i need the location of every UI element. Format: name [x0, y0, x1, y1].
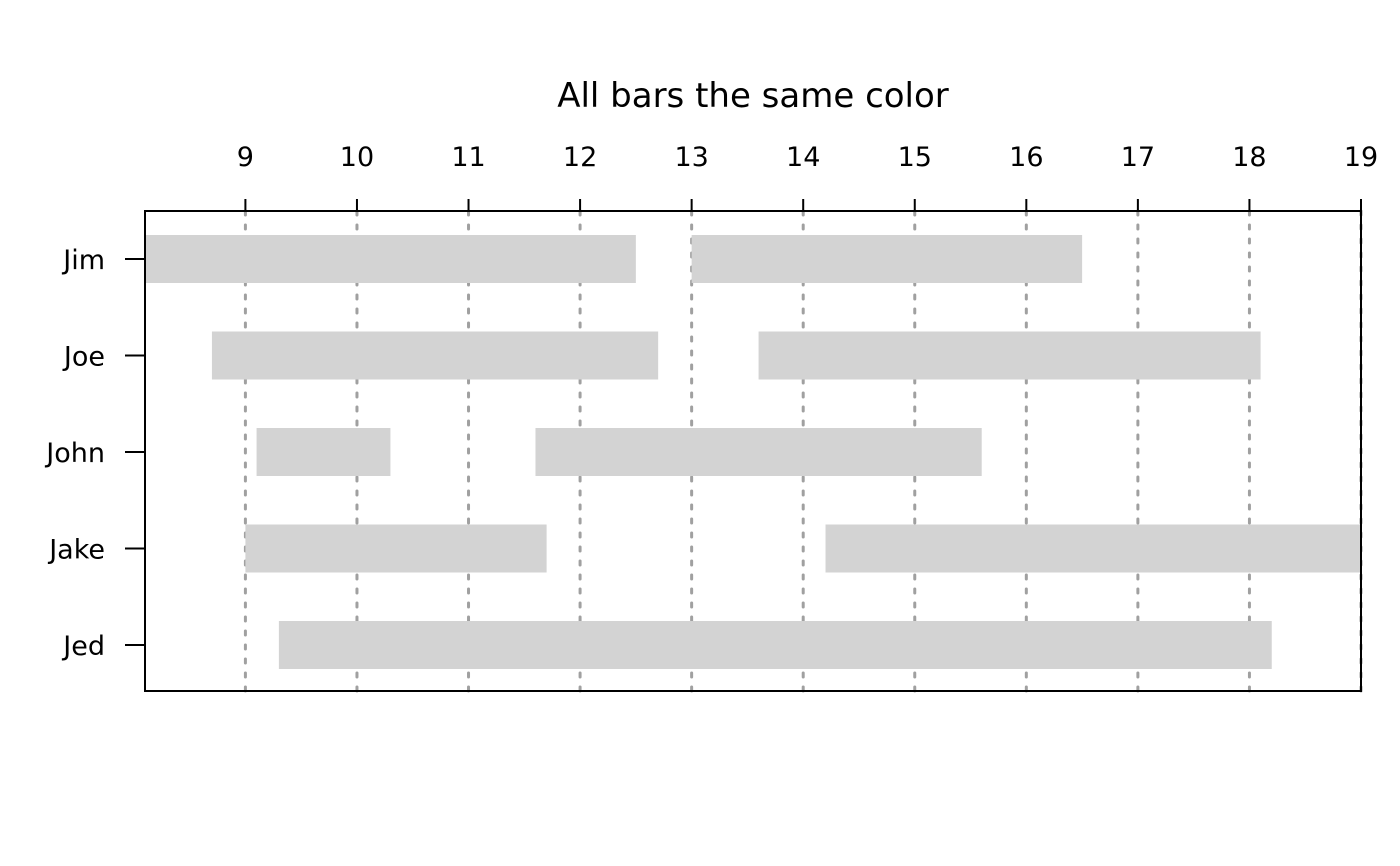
axes: 9 10 11 12 13 14 15 16 17 18 19 Jim Joe John Jake Jed — [44, 142, 1378, 662]
gantt-bar-john — [256, 428, 391, 476]
x-tick-label: 9 — [237, 142, 254, 173]
x-tick-label: 16 — [1009, 142, 1043, 173]
x-tick-label: 12 — [563, 142, 597, 173]
y-tick-label: Jed — [61, 631, 105, 662]
y-tick-label: Joe — [62, 342, 105, 373]
x-tick-label: 11 — [451, 142, 485, 173]
x-tick-label: 15 — [898, 142, 932, 173]
y-tick-label: Jake — [47, 535, 105, 566]
plot-frame — [144, 210, 1362, 692]
gantt-bar-jim — [691, 235, 1083, 283]
gantt-bar-jed — [278, 621, 1272, 669]
y-tick-label: John — [44, 438, 105, 469]
x-tick-label: 17 — [1121, 142, 1155, 173]
gantt-bar-joe — [211, 331, 659, 380]
gantt-bar-joe — [758, 331, 1261, 380]
gantt-bar-jim — [145, 235, 636, 283]
x-tick-label: 19 — [1344, 142, 1378, 173]
x-tick-label: 14 — [786, 142, 820, 173]
gantt-bar-john — [535, 428, 982, 476]
chart-title: All bars the same color — [557, 76, 949, 116]
x-tick-label: 13 — [674, 142, 708, 173]
gantt-bar-jake — [825, 524, 1361, 573]
bars — [145, 235, 1361, 669]
gantt-bar-jake — [245, 524, 547, 573]
x-tick-label: 10 — [340, 142, 374, 173]
y-tick-label: Jim — [61, 245, 105, 276]
x-tick-label: 18 — [1232, 142, 1266, 173]
